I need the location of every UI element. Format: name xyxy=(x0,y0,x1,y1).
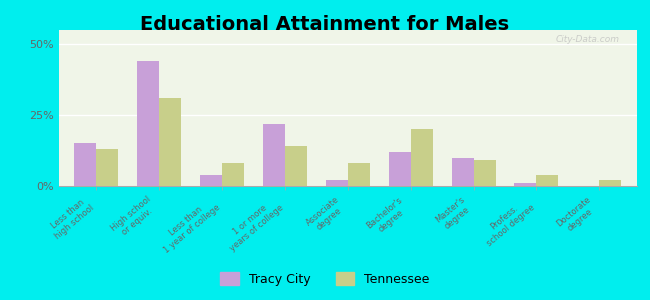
Bar xyxy=(326,180,348,186)
Bar xyxy=(599,180,621,186)
Bar xyxy=(514,183,536,186)
Bar xyxy=(411,129,433,186)
Text: Educational Attainment for Males: Educational Attainment for Males xyxy=(140,15,510,34)
Bar xyxy=(473,160,495,186)
Bar xyxy=(285,146,307,186)
Bar xyxy=(222,163,244,186)
Bar xyxy=(452,158,473,186)
Bar xyxy=(137,61,159,186)
Bar xyxy=(74,143,96,186)
Bar xyxy=(200,175,222,186)
Bar xyxy=(96,149,118,186)
Bar xyxy=(159,98,181,186)
Text: City-Data.com: City-Data.com xyxy=(556,35,619,44)
Bar xyxy=(536,175,558,186)
Bar xyxy=(263,124,285,186)
Bar xyxy=(348,163,370,186)
Bar xyxy=(389,152,411,186)
Legend: Tracy City, Tennessee: Tracy City, Tennessee xyxy=(215,267,435,291)
